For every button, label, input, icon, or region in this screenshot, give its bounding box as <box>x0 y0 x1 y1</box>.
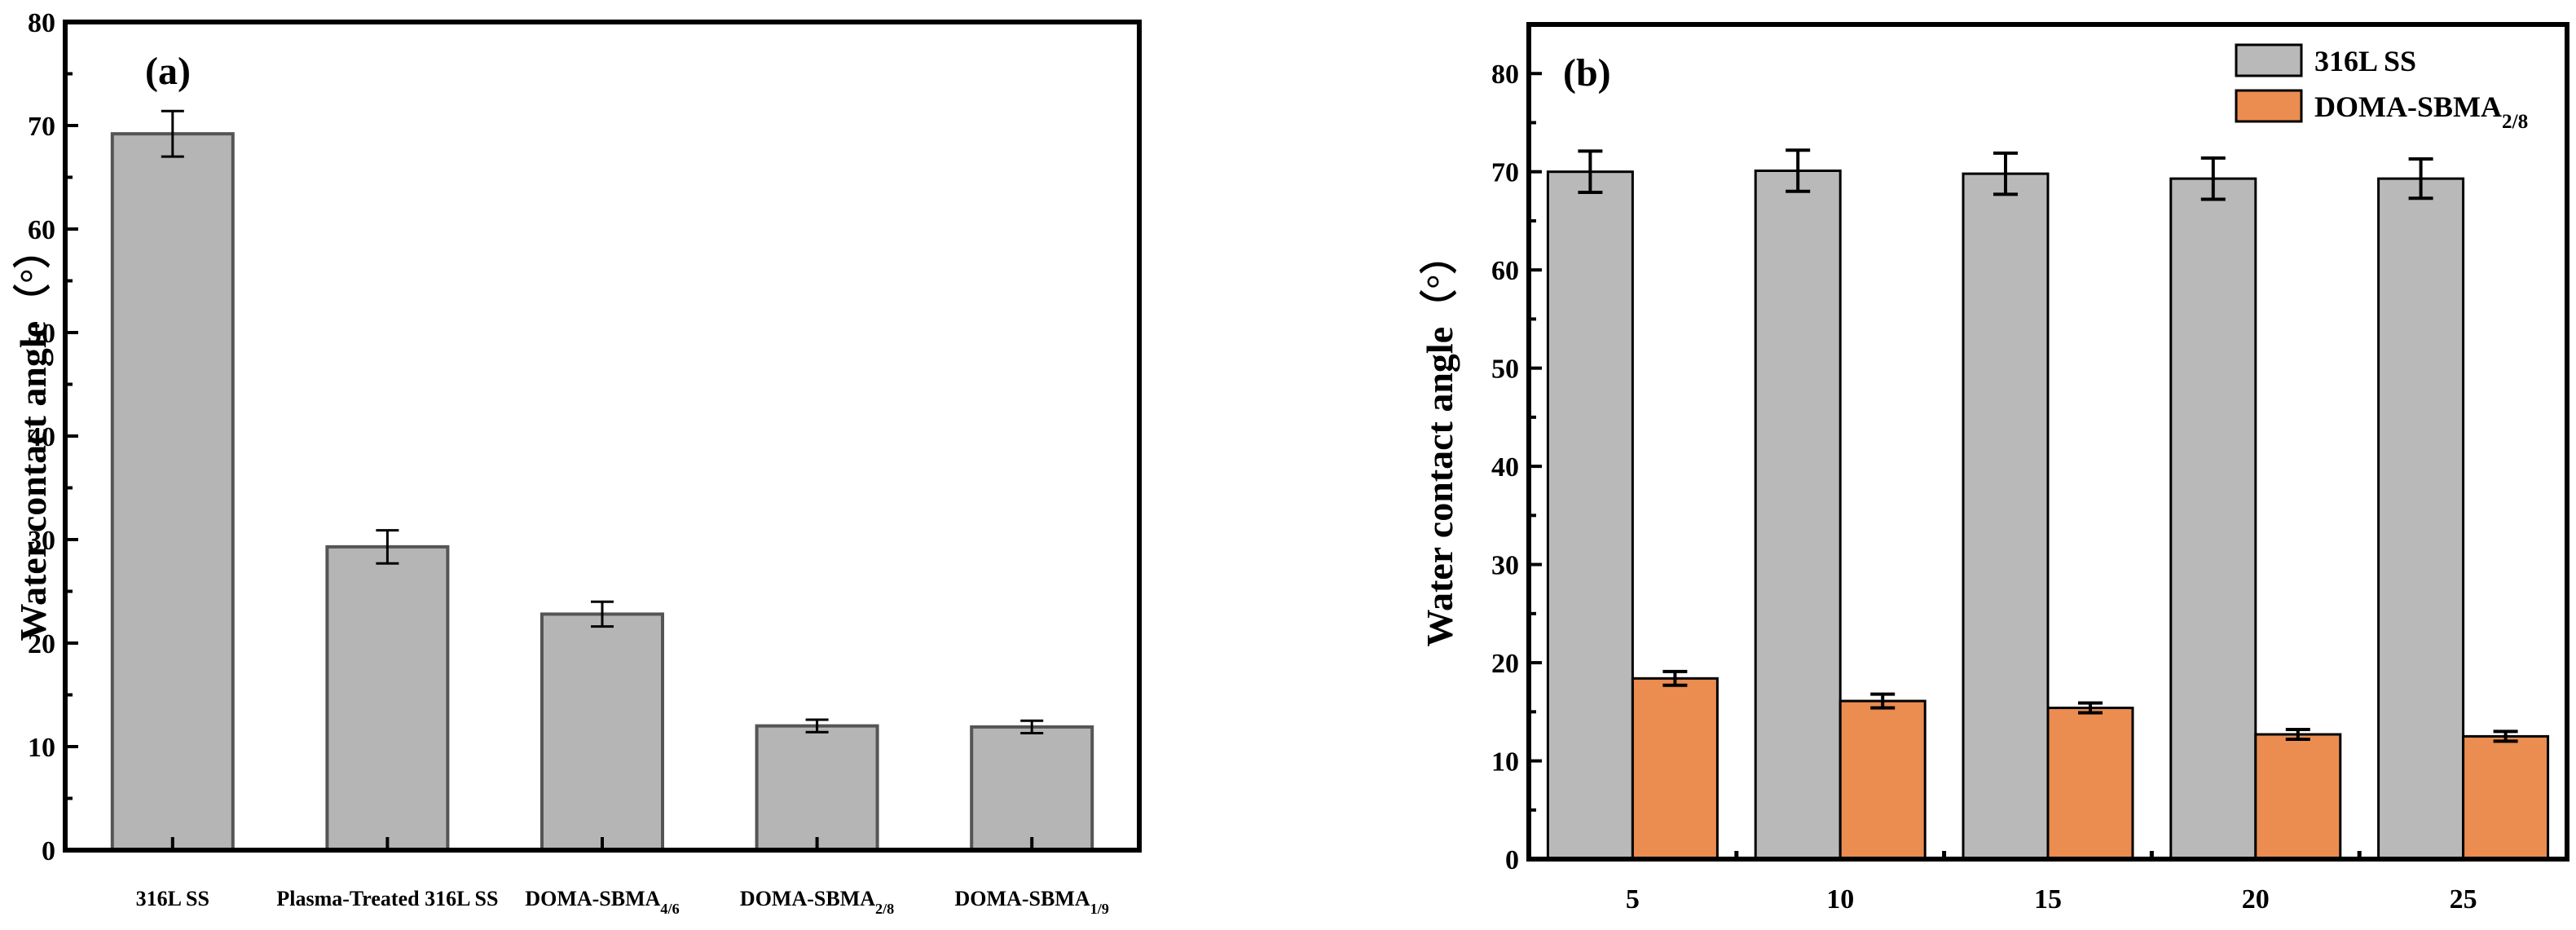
y-axis-title: Water contact angle（°） <box>12 231 54 641</box>
x-tick-label: 20 <box>2242 884 2270 915</box>
x-tick-label: 25 <box>2450 884 2477 915</box>
bar <box>755 724 879 852</box>
x-tick-label: DOMA-SBMA1/9 <box>955 887 1109 917</box>
x-tick-label: 316L SS <box>136 887 209 910</box>
bar-doma-sbma-2-8 <box>2462 734 2550 861</box>
panel-a-chart: 0 10 20 30 40 50 60 70 80 316L SS Plasma-Treated 3… <box>12 8 1142 917</box>
bar <box>970 725 1094 852</box>
plot-frame <box>63 20 1142 853</box>
panel-b-chart: 0 10 20 30 40 50 60 70 80 5 10 15 20 25 (b) Water conta… <box>1419 22 2569 915</box>
panel-label: (a) <box>145 50 191 93</box>
y-tick-label: 20 <box>28 629 55 659</box>
bar-316l-ss <box>1754 170 1842 861</box>
bar-316l-ss <box>2377 177 2465 861</box>
bar-doma-sbma-2-8 <box>2046 706 2134 861</box>
bar <box>110 132 235 853</box>
bar-316l-ss <box>1962 172 2050 861</box>
y-tick-label: 80 <box>1491 60 1519 90</box>
legend-label: DOMA-SBMA2/8 <box>2314 90 2528 133</box>
x-tick-label: 10 <box>1826 884 1854 915</box>
y-tick-label: 70 <box>1491 158 1519 188</box>
y-tick-label: 60 <box>28 215 55 245</box>
x-tick-label: DOMA-SBMA2/8 <box>740 887 894 917</box>
legend-swatch-doma-sbma-2-8 <box>2235 89 2303 123</box>
bar-doma-sbma-2-8 <box>1838 699 1926 861</box>
y-tick-label: 70 <box>28 112 55 142</box>
x-tick-label: 5 <box>1626 884 1640 915</box>
legend-swatch-316l-ss <box>2235 43 2303 77</box>
y-axis-title: Water contact angle（°） <box>1419 236 1460 646</box>
y-tick-label: 60 <box>1491 256 1519 286</box>
bar-316l-ss <box>1546 170 1634 861</box>
y-tick-label: 50 <box>28 319 55 349</box>
y-tick-label: 20 <box>1491 649 1519 679</box>
y-tick-label: 80 <box>28 8 55 38</box>
y-tick-label: 30 <box>1491 551 1519 581</box>
plot-frame <box>1526 22 2569 862</box>
bar <box>325 544 450 852</box>
y-tick-label: 30 <box>28 526 55 556</box>
y-tick-label: 10 <box>1491 747 1519 778</box>
bar-316l-ss <box>2169 177 2257 861</box>
y-tick-label: 40 <box>28 422 55 452</box>
y-tick-label: 0 <box>42 836 55 866</box>
y-tick-label: 40 <box>1491 452 1519 483</box>
bar-doma-sbma-2-8 <box>2254 733 2342 861</box>
y-tick-label: 10 <box>28 733 55 763</box>
x-tick-label: Plasma-Treated 316L SS <box>276 887 498 910</box>
x-tick-label: 15 <box>2034 884 2062 915</box>
bar-doma-sbma-2-8 <box>1631 677 1719 861</box>
y-tick-label: 50 <box>1491 355 1519 385</box>
legend-label: 316L SS <box>2314 45 2416 77</box>
bar <box>540 612 664 852</box>
x-tick-label: DOMA-SBMA4/6 <box>525 887 679 917</box>
legend: 316L SS DOMA-SBMA2/8 <box>2235 43 2528 133</box>
panel-label: (b) <box>1563 51 1611 95</box>
y-tick-label: 0 <box>1505 845 1519 875</box>
